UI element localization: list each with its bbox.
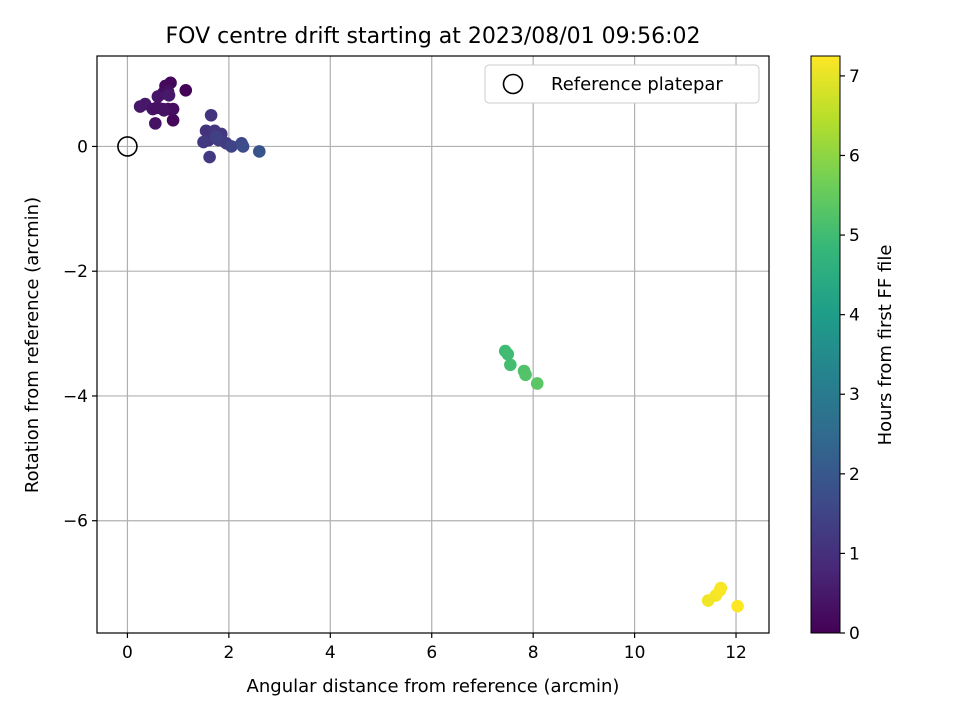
x-tick-label: 10 (624, 643, 646, 663)
x-tick-label: 0 (122, 643, 133, 663)
data-point (209, 130, 223, 144)
colorbar-tick-label: 5 (849, 226, 860, 246)
colorbar-tick-label: 7 (849, 67, 860, 87)
x-tick-label: 8 (528, 643, 539, 663)
x-tick-label: 6 (426, 643, 437, 663)
data-point (501, 347, 515, 361)
colorbar-tick-label: 0 (849, 624, 860, 644)
y-tick-label: 0 (77, 137, 88, 157)
y-tick-label: −6 (63, 512, 88, 532)
data-point (166, 113, 180, 127)
data-point (162, 88, 176, 102)
colorbar-label: Hours from first FF file (875, 245, 896, 446)
colorbar-tick-label: 2 (849, 465, 860, 485)
data-point (731, 599, 744, 613)
chart-title: FOV centre drift starting at 2023/08/01 … (166, 24, 701, 49)
x-tick-label: 4 (325, 643, 336, 663)
x-axis-ticks: 0 2 4 6 8 10 12 (122, 633, 747, 663)
data-point (157, 103, 171, 117)
data-point (252, 145, 266, 158)
colorbar-ticks: 0 1 2 3 4 5 6 7 (840, 67, 860, 644)
colorbar-gradient (810, 55, 841, 634)
colorbar-tick-label: 6 (849, 146, 860, 166)
plot-area-frame (96, 55, 770, 634)
data-point (197, 135, 210, 149)
x-tick-label: 12 (725, 643, 747, 663)
data-point (519, 368, 532, 382)
x-axis-label: Angular distance from reference (arcmin) (247, 676, 620, 697)
colorbar-tick-label: 4 (849, 306, 860, 326)
legend-entry: Reference platepar (551, 74, 723, 95)
data-point (151, 90, 165, 103)
colorbar: 0 1 2 3 4 5 6 7 Hours from first FF file (810, 55, 896, 644)
data-point (236, 140, 250, 153)
y-axis-ticks: 0 −2 −4 −6 (63, 137, 97, 532)
colorbar-tick-label: 3 (849, 385, 860, 405)
data-point (203, 150, 216, 164)
data-point (504, 358, 517, 372)
colorbar-tick-label: 1 (849, 544, 860, 564)
x-tick-label: 2 (223, 643, 234, 663)
y-tick-label: −4 (63, 387, 88, 407)
data-point (530, 377, 544, 390)
reference-platepar-marker (117, 136, 138, 157)
legend-box (484, 64, 760, 104)
y-axis-label: Rotation from reference (arcmin) (22, 197, 43, 493)
legend: Reference platepar (484, 64, 760, 104)
data-point (204, 108, 218, 122)
legend-marker-icon (502, 73, 524, 95)
data-point (225, 140, 238, 153)
data-point (713, 584, 727, 597)
y-tick-label: −2 (63, 262, 88, 282)
data-points (133, 76, 744, 613)
data-point (179, 84, 193, 97)
data-point (149, 117, 162, 130)
